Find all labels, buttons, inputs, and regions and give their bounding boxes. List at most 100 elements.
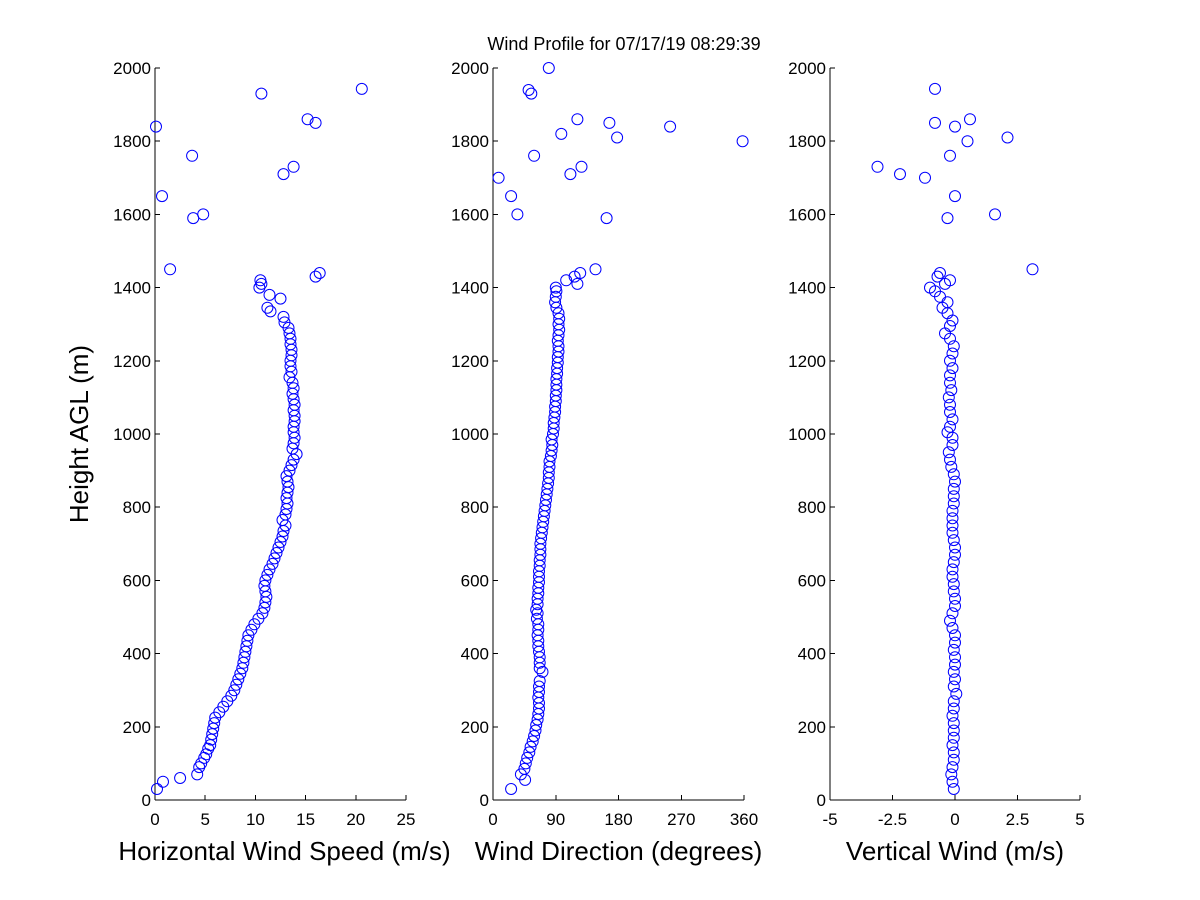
- y-tick-label: 1800: [451, 132, 489, 151]
- data-point: [255, 277, 268, 290]
- data-point: [560, 274, 573, 287]
- x-tick-label: -5: [822, 810, 837, 829]
- x-tick-label: -2.5: [878, 810, 907, 829]
- x-tick-label: 0: [150, 810, 159, 829]
- data-point: [946, 347, 959, 360]
- data-point: [947, 490, 960, 503]
- data-point: [553, 312, 566, 325]
- data-point: [989, 208, 1001, 221]
- data-point: [533, 680, 545, 693]
- data-point: [946, 761, 959, 774]
- x-tick-label: 5: [1075, 810, 1084, 829]
- data-point: [232, 673, 245, 686]
- data-point: [280, 470, 293, 483]
- figure-title: Wind Profile for 07/17/19 08:29:39: [487, 34, 760, 54]
- data-point: [1001, 131, 1014, 144]
- x-tick-label: 15: [296, 810, 315, 829]
- data-point: [949, 673, 961, 686]
- data-point: [195, 757, 208, 770]
- data-point: [571, 113, 584, 126]
- data-points: [150, 82, 368, 795]
- data-point: [949, 190, 961, 203]
- data-point: [542, 62, 555, 74]
- data-point: [518, 762, 531, 775]
- x-tick-label: 25: [397, 810, 416, 829]
- y-tick-label: 1000: [788, 425, 826, 444]
- data-point: [150, 120, 162, 133]
- data-point: [929, 116, 941, 129]
- data-point: [157, 775, 169, 788]
- data-point: [949, 120, 961, 133]
- data-point: [549, 290, 562, 303]
- data-point: [871, 160, 884, 173]
- data-point: [505, 783, 518, 795]
- x-tick-label: 5: [200, 810, 209, 829]
- data-point: [934, 267, 946, 279]
- data-point: [258, 579, 271, 592]
- data-point: [946, 439, 959, 451]
- data-point: [964, 113, 976, 126]
- data-point: [151, 783, 163, 795]
- data-point: [946, 709, 959, 722]
- y-tick-label: 2000: [788, 59, 826, 78]
- data-point: [947, 783, 960, 795]
- data-point: [263, 563, 276, 576]
- data-point: [245, 623, 258, 636]
- data-point: [309, 116, 322, 129]
- y-tick-label: 2000: [451, 59, 489, 78]
- x-tick-label: 90: [546, 810, 565, 829]
- y-tick-label: 0: [142, 791, 151, 810]
- y-tick-label: 1000: [113, 425, 151, 444]
- data-point: [949, 541, 961, 554]
- data-point: [944, 320, 956, 332]
- data-point: [931, 270, 944, 283]
- y-tick-label: 400: [798, 645, 826, 664]
- data-point: [946, 570, 959, 583]
- data-point: [571, 277, 584, 290]
- subplot-direction: 0 200 400 600 800 1000 1200 1400 1600 1800 2000 0 90…: [451, 59, 762, 866]
- data-point: [946, 362, 959, 375]
- data-point: [947, 468, 960, 481]
- data-point: [283, 464, 296, 477]
- y-tick-label: 1200: [451, 352, 489, 371]
- data-point: [947, 578, 960, 591]
- y-tick-label: 800: [798, 498, 826, 517]
- data-point: [287, 160, 300, 173]
- data-point: [254, 274, 267, 287]
- data-point: [264, 305, 277, 318]
- y-tick-label: 1000: [451, 425, 489, 444]
- data-point: [521, 751, 534, 764]
- data-point: [949, 592, 961, 605]
- data-point: [946, 512, 959, 525]
- data-point: [261, 301, 274, 314]
- data-point: [549, 281, 562, 294]
- data-point: [947, 585, 960, 598]
- data-point: [664, 120, 677, 133]
- data-point: [946, 739, 959, 752]
- data-points: [871, 82, 1039, 795]
- data-point: [949, 651, 961, 664]
- data-point: [283, 327, 296, 340]
- data-point: [946, 775, 959, 788]
- data-point: [947, 717, 960, 730]
- data-point: [533, 675, 546, 687]
- data-point: [301, 113, 314, 126]
- data-point: [555, 127, 568, 140]
- data-point: [947, 482, 960, 495]
- x-tick-label: 2.5: [1006, 810, 1030, 829]
- data-point: [947, 534, 960, 547]
- data-point: [285, 459, 298, 472]
- data-point: [603, 116, 616, 129]
- data-point: [261, 568, 274, 581]
- data-point: [942, 446, 955, 459]
- x-tick-label: 180: [604, 810, 632, 829]
- data-point: [191, 768, 204, 781]
- data-point: [946, 607, 959, 620]
- data-point: [944, 453, 956, 466]
- data-point: [947, 680, 960, 693]
- data-point: [272, 541, 285, 554]
- data-point: [949, 658, 961, 671]
- data-point: [944, 274, 956, 287]
- data-point: [946, 563, 959, 576]
